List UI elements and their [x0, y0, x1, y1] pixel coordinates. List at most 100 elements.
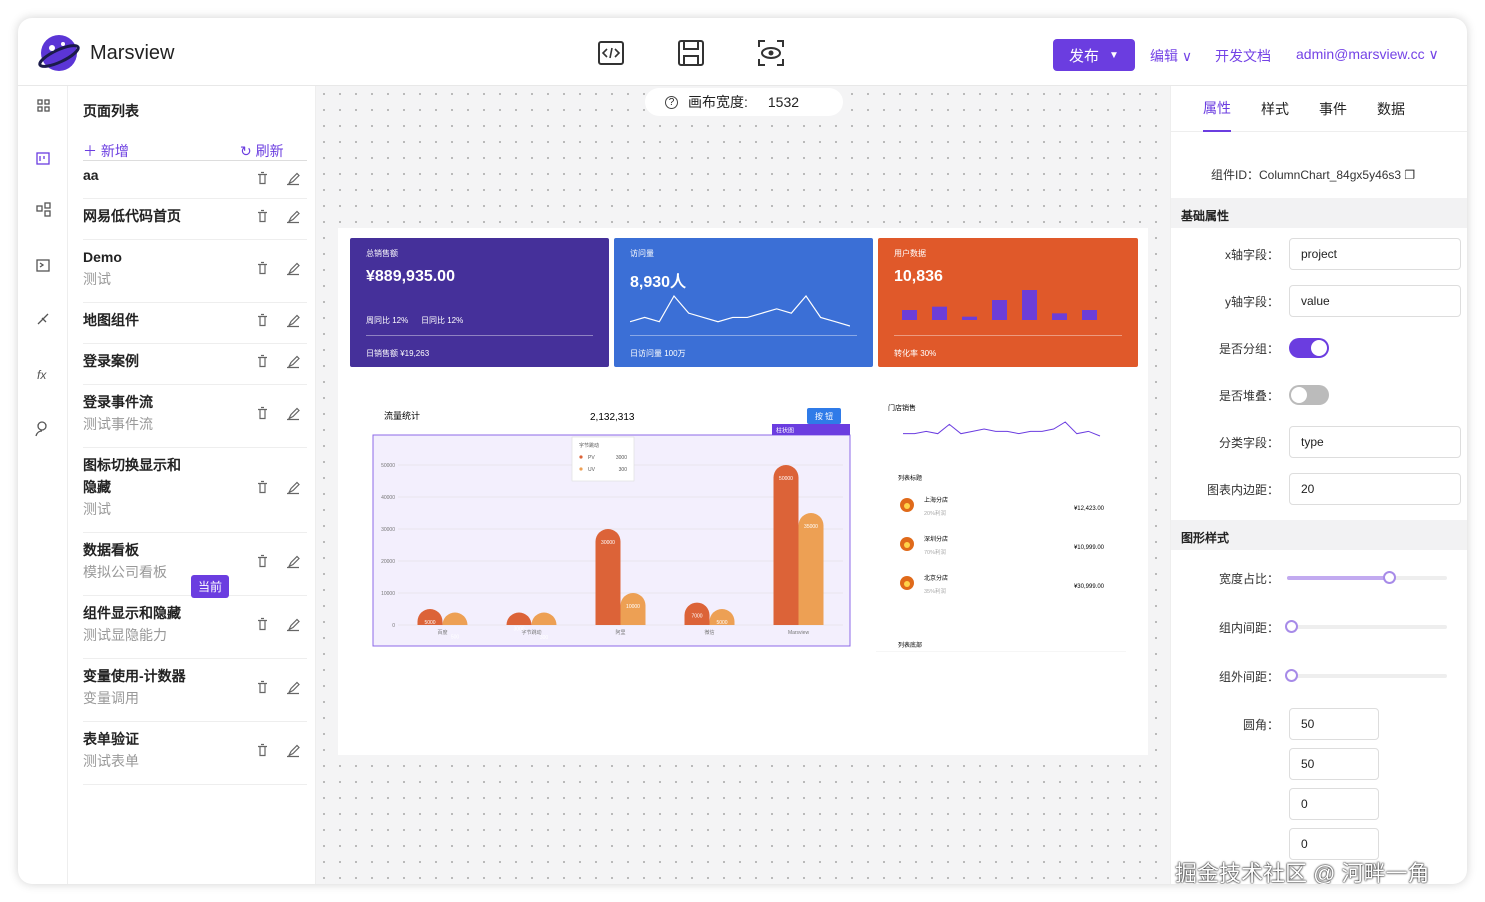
x-tick-label: 阿里 — [615, 629, 625, 636]
field-input[interactable]: value — [1289, 285, 1461, 317]
form-row: x轴字段： project — [1171, 238, 1467, 270]
list-title: 列表标题 — [898, 474, 922, 482]
page-actions[interactable] — [255, 261, 301, 281]
page-item[interactable]: 登录事件流 测试事件流 — [83, 385, 307, 448]
page-actions[interactable] — [255, 209, 301, 229]
page-actions[interactable] — [255, 554, 301, 574]
slider[interactable] — [1285, 669, 1447, 682]
store-desc: 70%利润 — [924, 548, 947, 556]
store-name: 深圳分店 — [924, 535, 948, 543]
page-desc: 变量调用 — [83, 690, 139, 706]
bar-label: 30000 — [601, 540, 615, 546]
tab[interactable]: 事件 — [1319, 100, 1347, 117]
field-input[interactable]: project — [1289, 238, 1461, 270]
page-item[interactable]: 组件显示和隐藏 测试显隐能力 — [83, 596, 307, 659]
legend-dot — [579, 467, 583, 471]
bar — [620, 593, 646, 625]
page-desc: 测试 — [83, 271, 111, 287]
page-actions[interactable] — [255, 171, 301, 191]
card-title: 用户数据 — [894, 249, 926, 258]
user-menu[interactable]: admin@marsview.cc ∨ — [1296, 46, 1439, 62]
card-footer: 转化率 30% — [894, 349, 937, 358]
y-tick-label: 20000 — [381, 559, 395, 565]
page-actions[interactable] — [255, 313, 301, 333]
bar-label: 35000 — [804, 524, 818, 530]
save-icon[interactable] — [678, 40, 704, 66]
bar-label: 500 — [451, 634, 460, 640]
page-name: 表单验证 — [83, 731, 139, 747]
tab[interactable]: 样式 — [1261, 100, 1289, 117]
radius-input[interactable]: 0 — [1289, 828, 1379, 860]
tab[interactable]: 数据 — [1377, 100, 1405, 117]
header: Marsview 发布 ▼ 编辑 ∨ 开发文档 admin@marsview.cc… — [18, 18, 1467, 86]
add-label: 新增 — [100, 143, 129, 159]
page-item[interactable]: 地图组件 — [83, 303, 307, 344]
bar — [531, 612, 557, 625]
logo — [38, 35, 80, 71]
code-icon[interactable] — [598, 40, 624, 66]
card-footer: 日访问量 100万 — [630, 349, 686, 358]
radius-input[interactable]: 0 — [1289, 788, 1379, 820]
list-footer: 列表底部 — [898, 641, 922, 649]
page-item[interactable]: 图标切换显示和隐藏 测试 — [83, 448, 307, 533]
page-item[interactable]: Demo 测试 — [83, 240, 307, 303]
page-item[interactable]: aa — [83, 164, 307, 199]
slider[interactable] — [1287, 571, 1447, 584]
board: 流量统计 2,132,313 按 钮柱状图 0 10000 20000 30000 40000… — [338, 228, 1148, 755]
chart-button-label: 按 钮 — [815, 411, 833, 421]
page-actions[interactable] — [255, 617, 301, 637]
slider-handle — [1383, 571, 1396, 584]
docs-link[interactable]: 开发文档 — [1215, 48, 1271, 64]
y-tick-label: 0 — [392, 623, 395, 629]
page-item[interactable]: 登录案例 — [83, 344, 307, 385]
field-input[interactable]: type — [1289, 426, 1461, 458]
chart-title: 流量统计 — [384, 410, 420, 421]
y-tick-label: 50000 — [381, 463, 395, 469]
brand: Marsview — [90, 42, 175, 64]
bar-label: 50000 — [779, 476, 793, 482]
tooltip-title: 字节跳动 — [579, 442, 599, 449]
toggle[interactable] — [1289, 338, 1329, 358]
y-tick-label: 40000 — [381, 495, 395, 501]
page-item[interactable]: 表单验证 测试表单 — [83, 722, 307, 785]
slider[interactable] — [1285, 620, 1447, 633]
tab[interactable]: 属性 — [1203, 86, 1231, 132]
icon-bar: fx — [18, 86, 68, 884]
add-button[interactable]: ＋ 新增 — [83, 143, 129, 159]
form-row: 是否堆叠： — [1171, 379, 1467, 411]
page-actions[interactable] — [255, 480, 301, 500]
page-name: 网易低代码首页 — [83, 208, 181, 224]
field-input[interactable]: 20 — [1289, 473, 1461, 505]
current-tag: 当前 — [191, 575, 230, 598]
chart-button — [807, 408, 841, 424]
tabs: 属性 样式 事件 数据 — [1171, 86, 1467, 132]
publish-button[interactable]: 发布 ▼ — [1053, 39, 1135, 71]
card-rule — [366, 335, 593, 336]
refresh-button[interactable]: ↻ 刷新 — [240, 143, 284, 159]
x-tick-label: 百度 — [437, 629, 447, 636]
edit-menu[interactable]: 编辑 ∨ — [1150, 48, 1193, 64]
field-label: 图表内边距： — [1206, 482, 1279, 497]
field-label: 组外间距： — [1218, 669, 1279, 684]
preview-icon[interactable] — [758, 40, 784, 66]
page-actions[interactable] — [255, 354, 301, 374]
page-item[interactable]: 数据看板 模拟公司看板 当前 — [83, 533, 307, 598]
radius-input[interactable]: 50 — [1289, 708, 1379, 740]
bar-label: 10000 — [626, 604, 640, 610]
y-tick-label: 10000 — [381, 591, 395, 597]
page-actions[interactable] — [255, 743, 301, 763]
bar — [773, 465, 799, 625]
form-row: 组内间距： — [1171, 611, 1467, 643]
page-actions[interactable] — [255, 680, 301, 700]
page-item[interactable]: 网易低代码首页 — [83, 199, 307, 240]
toolbar — [772, 424, 850, 435]
field-label: 圆角： — [1242, 717, 1279, 732]
toggle[interactable] — [1289, 385, 1329, 405]
x-tick-label: 微信 — [704, 629, 714, 636]
page-item[interactable]: 变量使用-计数器 变量调用 — [83, 659, 307, 722]
page-desc: 测试表单 — [83, 753, 139, 769]
radius-input[interactable]: 50 — [1289, 748, 1379, 780]
card-value: ¥889,935.00 — [366, 268, 455, 285]
nav-icons: fx — [35, 99, 51, 437]
page-actions[interactable] — [255, 406, 301, 426]
